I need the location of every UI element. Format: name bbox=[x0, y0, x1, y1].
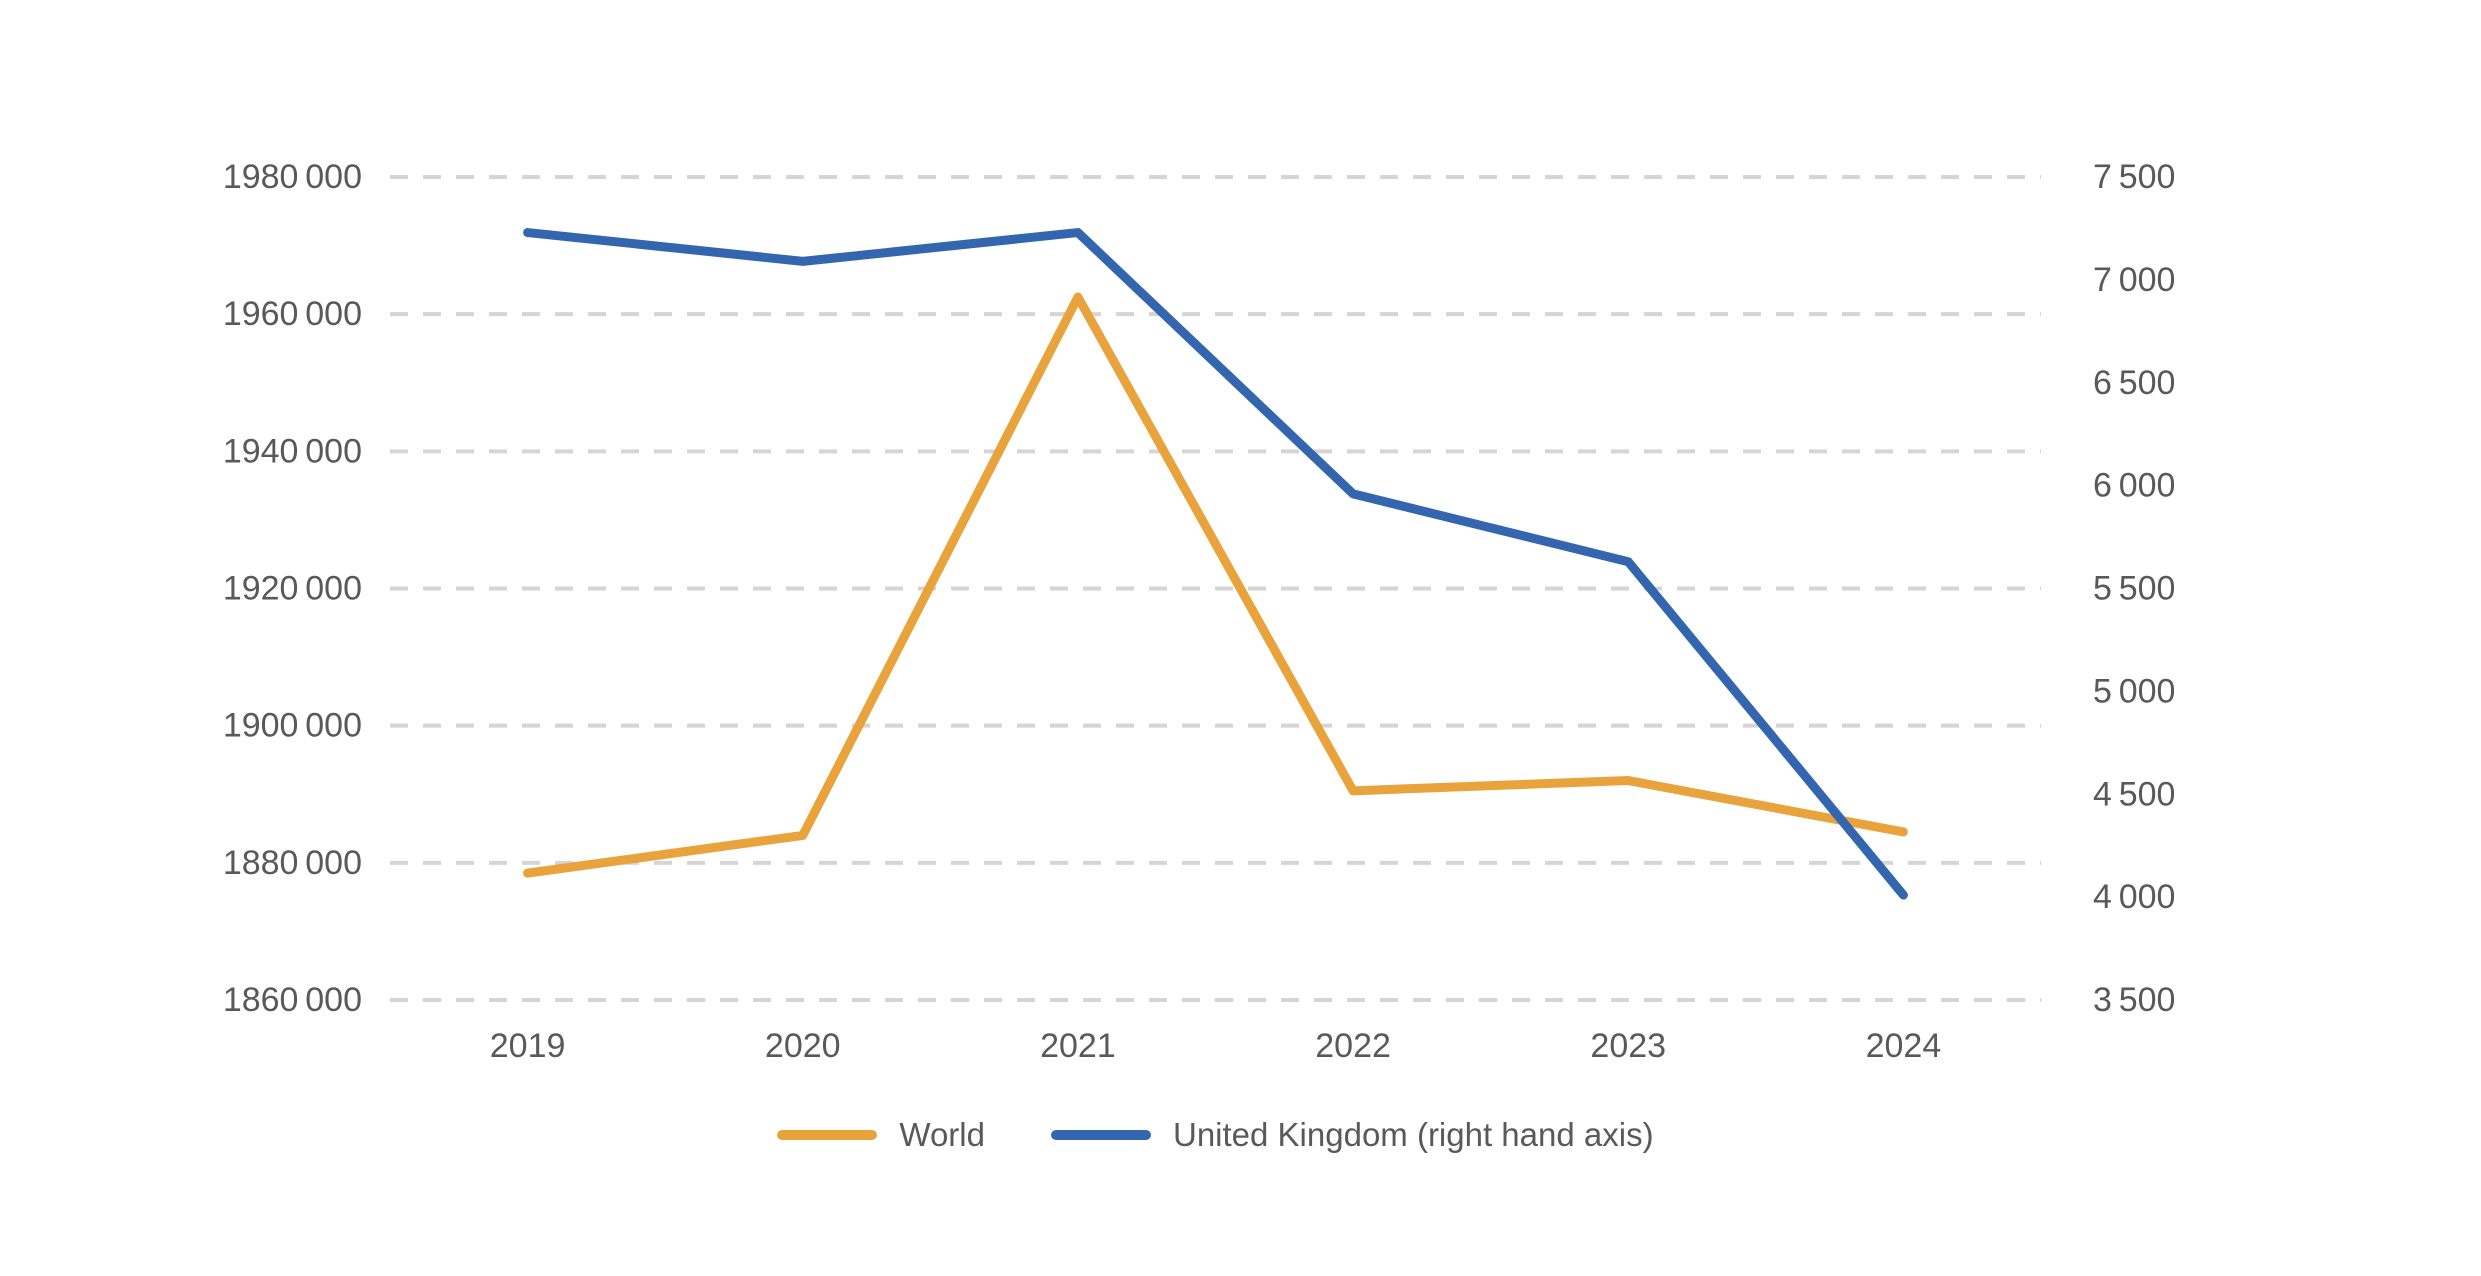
legend-item-united-kingdom: United Kingdom (right hand axis) bbox=[1050, 1115, 1654, 1155]
y-axis-left-tick-label: 1920 000 bbox=[223, 570, 362, 608]
y-axis-right-tick-label: 3 500 bbox=[2093, 981, 2175, 1019]
series-line-united-kingdom-right-hand-axis bbox=[523, 228, 1908, 900]
y-axis-right-tick-label: 4 500 bbox=[2093, 775, 2175, 813]
series-line-world bbox=[523, 292, 1908, 878]
y-axis-left-tick-label: 1860 000 bbox=[223, 981, 362, 1019]
x-axis-tick-label: 2024 bbox=[1866, 1027, 1942, 1065]
y-axis-right-tick-label: 7 000 bbox=[2093, 261, 2175, 299]
y-axis-left-tick-label: 1900 000 bbox=[223, 707, 362, 745]
legend-label-united-kingdom: United Kingdom (right hand axis) bbox=[1172, 1116, 1654, 1154]
x-axis-tick-label: 2022 bbox=[1315, 1027, 1391, 1065]
y-axis-left-tick-label: 1980 000 bbox=[223, 158, 362, 196]
x-axis-tick-label: 2019 bbox=[490, 1027, 566, 1065]
x-axis-tick-label: 2020 bbox=[765, 1027, 841, 1065]
y-axis-right-tick-label: 6 000 bbox=[2093, 467, 2175, 505]
legend-label-world: World bbox=[899, 1116, 985, 1154]
legend-swatch-world bbox=[777, 1130, 878, 1140]
y-axis-right-tick-label: 5 000 bbox=[2093, 672, 2175, 710]
y-axis-right-tick-label: 5 500 bbox=[2093, 570, 2175, 608]
y-axis-right-tick-label: 7 500 bbox=[2093, 158, 2175, 196]
y-axis-left-tick-label: 1960 000 bbox=[223, 295, 362, 333]
legend-item-world: World bbox=[777, 1115, 985, 1155]
y-axis-right-tick-label: 4 000 bbox=[2093, 878, 2175, 916]
y-axis-left-tick-label: 1880 000 bbox=[223, 844, 362, 882]
legend: World United Kingdom (right hand axis) bbox=[390, 1106, 2041, 1164]
x-axis-tick-label: 2023 bbox=[1590, 1027, 1666, 1065]
x-axis-tick-label: 2021 bbox=[1040, 1027, 1116, 1065]
y-axis-right-tick-label: 6 500 bbox=[2093, 364, 2175, 402]
legend-swatch-united-kingdom bbox=[1050, 1130, 1151, 1140]
y-axis-left-tick-label: 1940 000 bbox=[223, 432, 362, 470]
